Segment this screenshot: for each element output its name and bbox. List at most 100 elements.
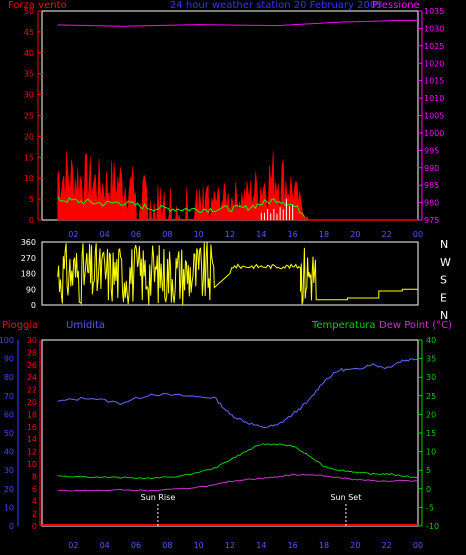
left-label: Forza vento — [8, 0, 67, 11]
wind-direction-line — [57, 242, 418, 306]
temp-axis-tick-30: 30 — [426, 373, 436, 382]
temp-axis-tick-20: 20 — [426, 410, 436, 419]
compass-W-1: W — [440, 256, 451, 269]
direction-panel-frame — [41, 241, 419, 306]
dewpoint-line — [57, 473, 419, 492]
rain-axis-tick-30: 30 — [27, 336, 37, 345]
humidity-axis-tick-90: 90 — [4, 355, 14, 364]
wind-axis-tick-45: 45 — [24, 28, 34, 37]
pressure-axis-tick-985: 985 — [424, 181, 439, 190]
time-tick-bottom-16: 16 — [288, 541, 298, 550]
wind-axis-tick-5: 5 — [29, 195, 34, 204]
temp-axis-tick-40: 40 — [426, 336, 436, 345]
direction-axis-tick-270: 270 — [21, 254, 36, 263]
rain-axis-tick-8: 8 — [32, 472, 37, 481]
temperatura-label: Temperatura — [312, 320, 376, 331]
humidity-axis-tick-20: 20 — [4, 485, 14, 494]
temp-axis-tick--10: -10 — [426, 522, 439, 531]
time-tick-bottom-00: 00 — [413, 541, 423, 550]
humidity-axis-tick-0: 0 — [9, 522, 14, 531]
time-tick-top-18: 18 — [319, 230, 329, 239]
time-tick-top-00: 00 — [413, 230, 423, 239]
direction-axis-tick-180: 180 — [21, 270, 36, 279]
humidity-axis-tick-60: 60 — [4, 410, 14, 419]
compass-E-3: E — [440, 291, 447, 304]
pressure-axis-tick-1030: 1030 — [424, 24, 444, 33]
pressure-axis-tick-980: 980 — [424, 199, 439, 208]
time-tick-bottom-14: 14 — [256, 541, 266, 550]
rain-axis-tick-12: 12 — [27, 448, 37, 457]
humidity-axis-tick-10: 10 — [4, 503, 14, 512]
rain-axis-tick-16: 16 — [27, 423, 37, 432]
pressure-axis-tick-990: 990 — [424, 164, 439, 173]
rain-axis-tick-4: 4 — [32, 497, 37, 506]
time-tick-top-06: 06 — [131, 230, 141, 239]
compass-N-4: N — [440, 309, 448, 322]
pressure-axis-tick-975: 975 — [424, 216, 439, 225]
time-tick-bottom-18: 18 — [319, 541, 329, 550]
pressure-axis-tick-1020: 1020 — [424, 59, 444, 68]
time-tick-top-08: 08 — [162, 230, 172, 239]
humidity-axis-tick-50: 50 — [4, 429, 14, 438]
temp-axis-tick--5: -5 — [426, 503, 434, 512]
humidity-axis-tick-80: 80 — [4, 373, 14, 382]
time-tick-top-14: 14 — [256, 230, 266, 239]
rain-axis-tick-0: 0 — [32, 522, 37, 531]
sun-rise-label: Sun Rise — [141, 493, 176, 502]
wind-axis-tick-0: 0 — [29, 216, 34, 225]
temp-axis-tick-10: 10 — [426, 448, 436, 457]
dew-point-label: Dew Point (°C) — [379, 320, 453, 331]
sun-set-label: Sun Set — [330, 493, 361, 502]
time-tick-bottom-04: 04 — [100, 541, 110, 550]
temp-axis-tick-25: 25 — [426, 392, 436, 401]
wind-axis-tick-25: 25 — [24, 112, 34, 121]
time-tick-bottom-08: 08 — [162, 541, 172, 550]
humidity-axis-tick-70: 70 — [4, 392, 14, 401]
right-label: Pressione — [372, 0, 420, 11]
umidita-label: Umidita — [66, 320, 106, 331]
rain-axis-tick-20: 20 — [27, 398, 37, 407]
pressure-axis-tick-1000: 1000 — [424, 129, 444, 138]
pressure-axis-tick-1015: 1015 — [424, 77, 444, 86]
wind-axis-tick-10: 10 — [24, 174, 34, 183]
time-tick-bottom-10: 10 — [194, 541, 204, 550]
bottom-panel-frame — [41, 339, 419, 527]
humidity-line — [57, 358, 419, 429]
wind-axis-tick-20: 20 — [24, 132, 34, 141]
temp-axis-tick-15: 15 — [426, 429, 436, 438]
rain-axis-tick-26: 26 — [27, 361, 37, 370]
pressure-axis-tick-1005: 1005 — [424, 112, 444, 121]
rain-axis-tick-10: 10 — [27, 460, 37, 469]
pressure-axis-tick-1035: 1035 — [424, 7, 444, 16]
compass-N-0: N — [440, 238, 448, 251]
time-tick-top-16: 16 — [288, 230, 298, 239]
wind-axis-tick-30: 30 — [24, 91, 34, 100]
time-tick-bottom-02: 02 — [68, 541, 78, 550]
time-tick-bottom-12: 12 — [225, 541, 235, 550]
temperature-line — [57, 443, 419, 480]
temp-axis-tick-35: 35 — [426, 355, 436, 364]
temp-axis-tick-0: 0 — [426, 485, 431, 494]
humidity-axis-tick-40: 40 — [4, 448, 14, 457]
rain-axis-tick-24: 24 — [27, 373, 37, 382]
rain-axis-tick-18: 18 — [27, 410, 37, 419]
humidity-axis-tick-30: 30 — [4, 466, 14, 475]
humidity-axis-tick-100: 100 — [0, 336, 14, 345]
page-title: 24 hour weather station 20 February 2005 — [170, 0, 383, 11]
rain-axis-tick-14: 14 — [27, 435, 37, 444]
time-tick-top-20: 20 — [350, 230, 360, 239]
rain-axis-tick-28: 28 — [27, 348, 37, 357]
pressure-axis-tick-995: 995 — [424, 146, 439, 155]
direction-axis-tick-360: 360 — [21, 238, 36, 247]
wind-axis-tick-35: 35 — [24, 70, 34, 79]
rain-axis-tick-22: 22 — [27, 386, 37, 395]
rain-axis-tick-2: 2 — [32, 510, 37, 519]
time-tick-bottom-22: 22 — [382, 541, 392, 550]
time-tick-top-12: 12 — [225, 230, 235, 239]
direction-axis-tick-0: 0 — [31, 301, 36, 310]
wind-axis-tick-50: 50 — [24, 7, 34, 16]
compass-S-2: S — [440, 274, 447, 287]
pressure-axis-tick-1025: 1025 — [424, 42, 444, 51]
pioggia-label: Pioggia — [2, 320, 39, 331]
